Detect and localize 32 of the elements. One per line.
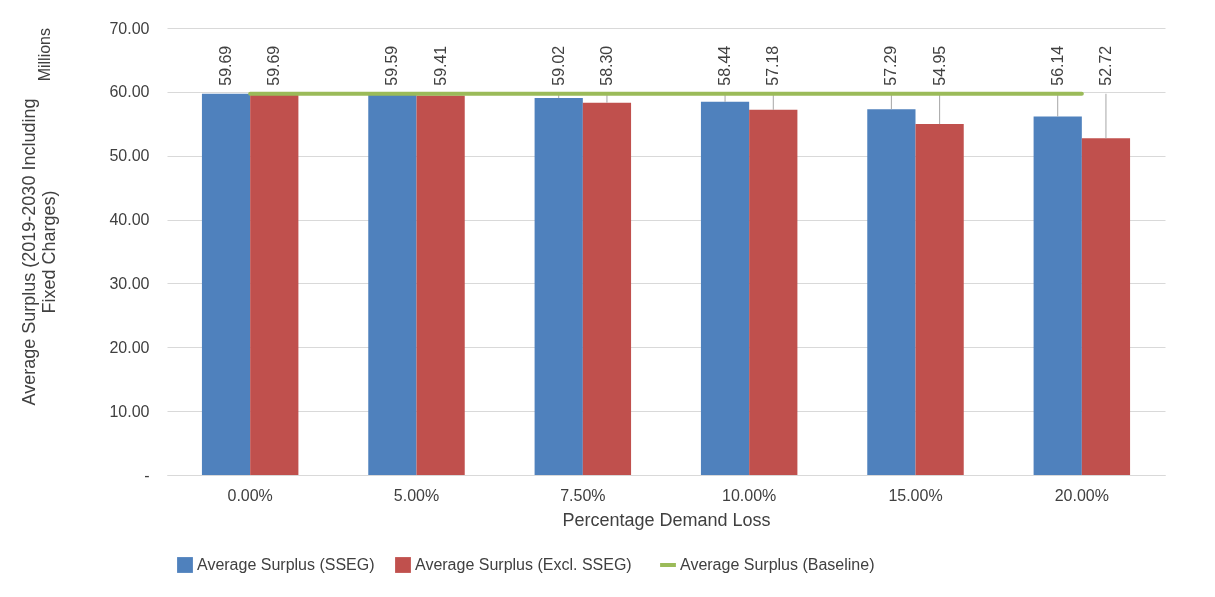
data-label: 54.95 (930, 45, 948, 86)
text: Millions (36, 28, 53, 82)
y-tick-label: 40.00 (109, 211, 150, 229)
data-label: 59.69 (265, 45, 283, 86)
x-tick-label: 10.00% (722, 486, 777, 504)
data-label: 58.30 (597, 45, 615, 86)
y-tick-label: 70.00 (109, 19, 150, 37)
x-tick-label: 7.50% (560, 486, 606, 504)
legend-label: Average Surplus (SSEG) (197, 556, 375, 573)
x-tick-label: 15.00% (888, 486, 943, 504)
y-tick-label: - (144, 466, 150, 484)
x-tick-label: 0.00% (227, 486, 273, 504)
x-tick-label: 5.00% (393, 486, 440, 504)
y-tick-label: 60.00 (109, 83, 150, 101)
data-label: 58.44 (716, 45, 734, 86)
data-label: 52.72 (1096, 45, 1114, 86)
y-axis-title: Average Surplus (2019-2030 Including Fixed Charges) (19, 98, 60, 406)
data-label: 56.14 (1048, 45, 1066, 86)
data-label: 59.02 (549, 45, 567, 86)
x-tick-label: 20.00% (1054, 486, 1109, 504)
data-label: 59.41 (431, 45, 449, 86)
data-label: 59.59 (383, 45, 401, 86)
data-label: 59.69 (217, 45, 235, 86)
legend-label: Average Surplus (Baseline) (680, 556, 875, 573)
legend-label: Average Surplus (Excl. SSEG) (415, 556, 632, 573)
y-tick-label: 30.00 (109, 274, 150, 292)
y-tick-label: 50.00 (109, 147, 150, 165)
data-label: 57.29 (882, 45, 900, 86)
y-tick-label: 10.00 (109, 402, 150, 420)
x-axis-title: Percentage Demand Loss (562, 509, 771, 530)
y-tick-label: 20.00 (109, 338, 150, 356)
data-label: 57.18 (764, 45, 782, 86)
